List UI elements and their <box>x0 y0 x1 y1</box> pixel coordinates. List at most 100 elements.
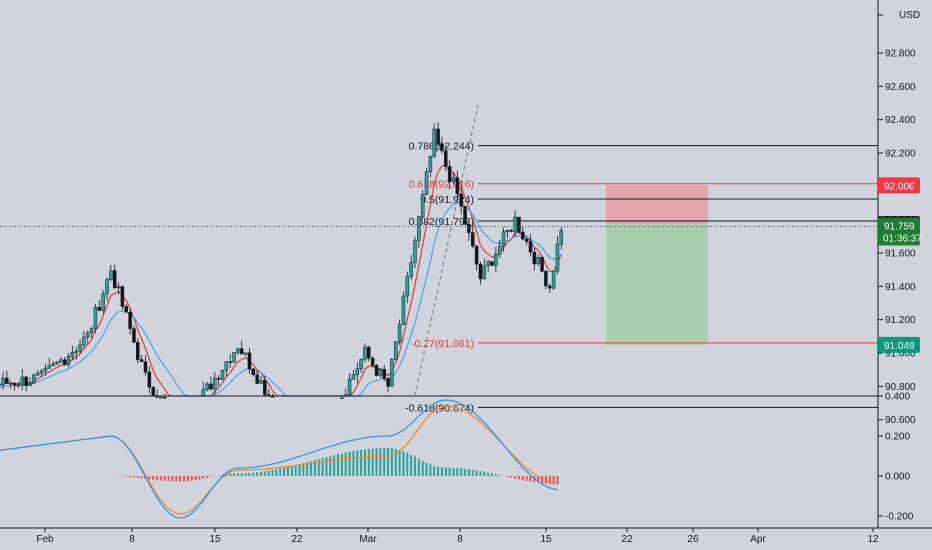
price-tick-label: 91.600 <box>885 249 916 260</box>
histogram-bar <box>556 476 559 485</box>
histogram-bar <box>298 464 301 476</box>
time-tick-label: 8 <box>457 534 463 545</box>
candle-up <box>482 265 487 280</box>
candle-down <box>478 263 483 280</box>
candle-down <box>147 371 152 388</box>
candle-up <box>551 270 556 289</box>
histogram-bar <box>479 471 482 476</box>
histogram-bar <box>344 452 347 476</box>
candle-up <box>355 368 359 376</box>
candle-up <box>159 396 163 399</box>
candle-down <box>139 359 144 362</box>
price-badge-red <box>878 177 920 194</box>
candle-down <box>444 150 448 167</box>
histogram-bar <box>206 476 209 478</box>
candle-up <box>32 374 36 384</box>
candle-down <box>62 359 67 365</box>
candle-up <box>82 336 86 346</box>
candle-down <box>263 380 267 395</box>
candle-up <box>405 276 410 297</box>
indicator-tick-label: 0.000 <box>885 472 910 483</box>
candle-up <box>494 253 498 266</box>
histogram-bar <box>140 476 143 479</box>
candle-up <box>451 177 456 182</box>
candle-down <box>209 383 213 390</box>
histogram-bar <box>483 471 486 476</box>
histogram-bar <box>209 476 212 477</box>
histogram-bar <box>233 473 236 476</box>
histogram-bar <box>360 449 363 476</box>
candle-down <box>24 376 28 386</box>
histogram-bar <box>310 461 313 476</box>
histogram-bar <box>525 476 528 481</box>
candle-up <box>105 279 109 295</box>
candle-up <box>47 365 51 369</box>
time-axis[interactable]: Feb 8 15 22 Mar 8 15 22 26 Apr 12 <box>36 528 879 545</box>
price-badge-label: 91.759 <box>884 222 915 233</box>
histogram-bar <box>152 476 155 480</box>
candle-down <box>143 361 148 373</box>
histogram-bar <box>252 472 255 476</box>
histogram-bar <box>179 476 182 482</box>
candle-up <box>86 332 90 338</box>
histogram-bar <box>256 472 259 476</box>
candle-down <box>471 232 475 247</box>
histogram-bar <box>244 473 247 476</box>
time-tick-label: 22 <box>291 534 303 545</box>
candle-up <box>116 286 121 289</box>
price-tick-label: 91.400 <box>885 282 916 293</box>
indicator-tick-label: 0.400 <box>885 392 910 403</box>
candle-up <box>20 376 25 386</box>
fib-level-label: -0.27(91.061) <box>411 338 474 350</box>
candle-up <box>224 361 229 371</box>
candle-down <box>532 251 537 265</box>
candle-up <box>78 344 82 352</box>
candle-down <box>128 312 132 329</box>
histogram-bar <box>348 451 351 476</box>
candle-up <box>59 359 63 363</box>
candle-down <box>120 286 125 307</box>
candle-up <box>347 379 352 396</box>
histogram-bar <box>387 448 390 476</box>
candle-up <box>1 377 5 385</box>
candle-up <box>424 171 429 195</box>
price-tick-label: 91.200 <box>885 315 916 326</box>
candle-up <box>378 369 383 376</box>
candle-up <box>9 382 13 385</box>
candle-up <box>220 370 225 380</box>
histogram-bar <box>506 476 509 477</box>
histogram-bar <box>421 460 424 476</box>
indicator-tick-label: -0.200 <box>885 512 914 523</box>
candle-down <box>459 193 463 207</box>
histogram-bar <box>517 476 520 480</box>
time-tick-label: 15 <box>540 534 552 545</box>
histogram-bar <box>156 476 159 481</box>
candle-up <box>555 243 560 272</box>
histogram-bar <box>190 476 193 481</box>
price-badge-current <box>878 217 920 246</box>
position-zones[interactable] <box>606 185 708 345</box>
histogram-bar <box>275 469 278 476</box>
candle-down <box>463 206 467 225</box>
candle-down <box>509 230 513 232</box>
candle-down <box>382 369 386 379</box>
indicator-axis: 0.400 0.200 0.000 -0.200 <box>878 392 914 523</box>
histogram-bar <box>321 458 324 476</box>
candle-down <box>124 306 128 313</box>
time-tick-label: 26 <box>687 534 699 545</box>
time-tick-label: Feb <box>36 534 54 545</box>
histogram-bar <box>302 463 305 476</box>
candle-up <box>351 374 356 380</box>
candle-up <box>16 384 21 387</box>
ema-slow-line <box>0 202 562 397</box>
histogram-bar <box>290 466 293 476</box>
price-tick-label: 90.600 <box>885 415 916 426</box>
histogram-bar <box>148 476 151 480</box>
candle-up <box>89 328 94 334</box>
histogram-bar <box>236 473 239 476</box>
histogram-bar <box>425 462 428 476</box>
candle-up <box>536 257 540 265</box>
histogram-bar <box>367 449 370 476</box>
